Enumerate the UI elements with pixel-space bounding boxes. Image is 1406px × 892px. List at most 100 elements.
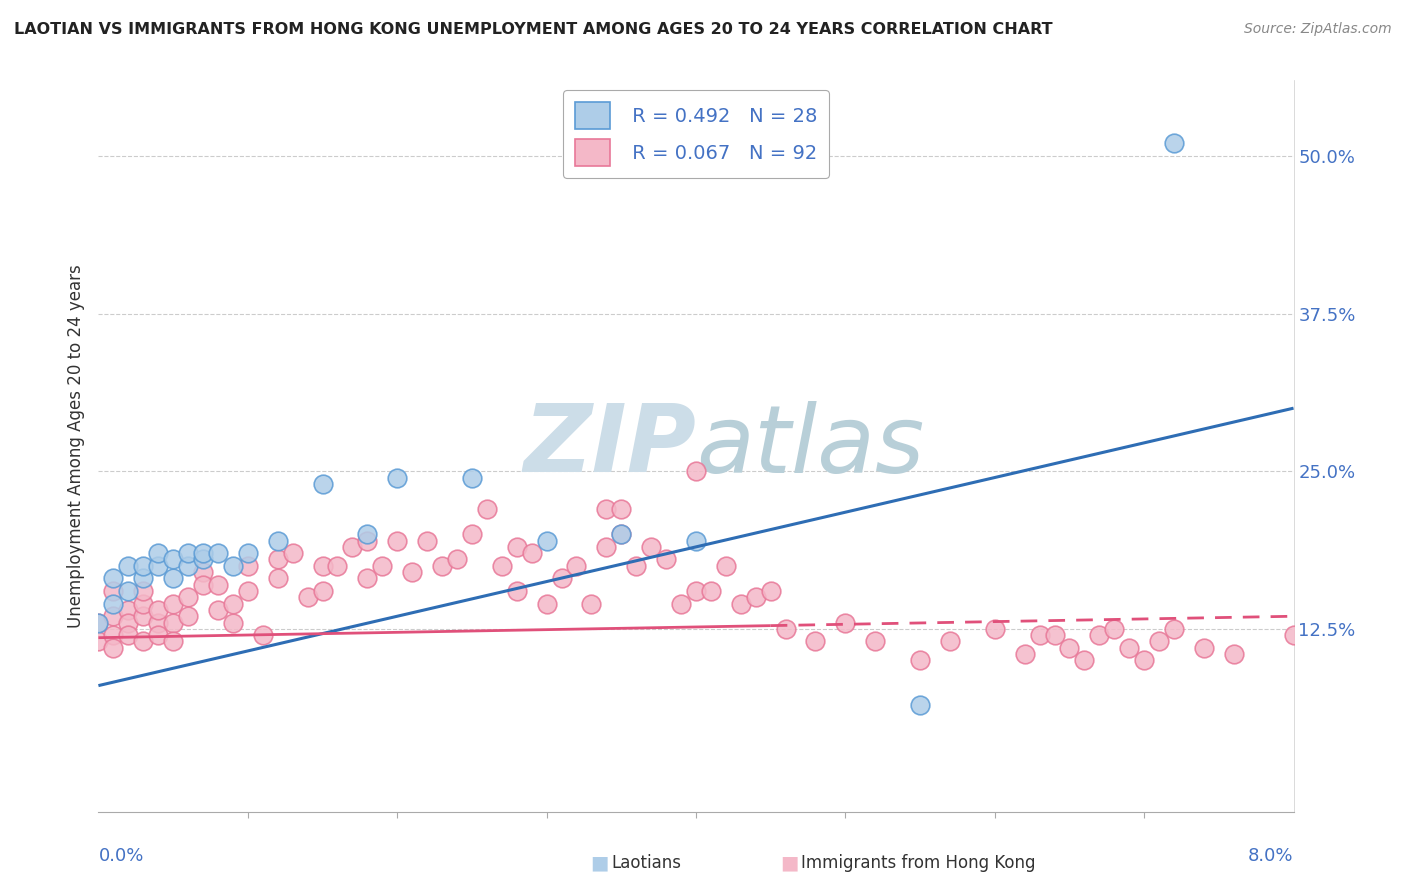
Point [177, 591, 200, 605]
Point [177, 558, 200, 573]
Point [1073, 653, 1095, 667]
Text: Laotians: Laotians [612, 855, 682, 872]
Point [1059, 640, 1081, 655]
Point [1282, 628, 1305, 642]
Point [87, 634, 110, 648]
Point [162, 597, 184, 611]
Point [595, 540, 617, 554]
Point [506, 540, 529, 554]
Point [506, 584, 529, 599]
Point [191, 552, 214, 566]
Point [1043, 628, 1066, 642]
Point [595, 502, 617, 516]
Point [356, 527, 378, 541]
Point [730, 597, 752, 611]
Point [416, 533, 439, 548]
Point [655, 552, 678, 566]
Point [117, 603, 139, 617]
Point [148, 558, 170, 573]
Point [103, 609, 125, 624]
Point [297, 591, 319, 605]
Point [461, 527, 484, 541]
Point [984, 622, 1007, 636]
Point [1014, 647, 1036, 661]
Point [385, 470, 409, 484]
Point [162, 634, 184, 648]
Point [430, 558, 453, 573]
Point [1192, 640, 1215, 655]
Point [520, 546, 543, 560]
Text: atlas: atlas [696, 401, 924, 491]
Point [342, 540, 364, 554]
Point [236, 546, 259, 560]
Point [162, 571, 184, 585]
Point [103, 640, 125, 655]
Point [865, 634, 887, 648]
Point [162, 552, 184, 566]
Point [565, 558, 588, 573]
Point [103, 628, 125, 642]
Point [1133, 653, 1156, 667]
Point [236, 558, 259, 573]
Point [1118, 640, 1140, 655]
Point [804, 634, 827, 648]
Point [536, 533, 558, 548]
Y-axis label: Unemployment Among Ages 20 to 24 years: Unemployment Among Ages 20 to 24 years [66, 264, 84, 628]
Text: 8.0%: 8.0% [1249, 847, 1294, 865]
Point [207, 578, 229, 592]
Text: Immigrants from Hong Kong: Immigrants from Hong Kong [801, 855, 1036, 872]
Point [191, 565, 214, 579]
Point [177, 546, 200, 560]
Point [1163, 136, 1185, 151]
Point [685, 584, 707, 599]
Point [401, 565, 423, 579]
Point [103, 584, 125, 599]
Point [132, 584, 155, 599]
Point [939, 634, 962, 648]
Point [132, 609, 155, 624]
Point [236, 584, 259, 599]
Point [491, 558, 513, 573]
Point [191, 578, 214, 592]
Point [550, 571, 572, 585]
Point [1147, 634, 1170, 648]
Legend:  R = 0.492   N = 28,  R = 0.067   N = 92: R = 0.492 N = 28, R = 0.067 N = 92 [564, 90, 828, 178]
Point [446, 552, 468, 566]
Point [281, 546, 304, 560]
Point [685, 464, 707, 478]
Point [311, 584, 333, 599]
Point [640, 540, 662, 554]
Point [311, 476, 333, 491]
Point [267, 533, 290, 548]
Point [148, 628, 170, 642]
Point [267, 552, 290, 566]
Point [311, 558, 333, 573]
Point [326, 558, 349, 573]
Point [117, 584, 139, 599]
Point [356, 533, 378, 548]
Point [207, 603, 229, 617]
Point [1104, 622, 1126, 636]
Point [132, 558, 155, 573]
Point [177, 609, 200, 624]
Point [222, 558, 245, 573]
Point [103, 597, 125, 611]
Point [908, 653, 931, 667]
Point [685, 533, 707, 548]
Point [117, 558, 139, 573]
Point [1223, 647, 1246, 661]
Point [745, 591, 768, 605]
Text: 0.0%: 0.0% [98, 847, 143, 865]
Text: ■: ■ [591, 854, 609, 872]
Point [834, 615, 856, 630]
Point [759, 584, 782, 599]
Text: ■: ■ [780, 854, 799, 872]
Point [1088, 628, 1111, 642]
Point [610, 502, 633, 516]
Point [117, 628, 139, 642]
Point [775, 622, 797, 636]
Point [700, 584, 723, 599]
Point [162, 615, 184, 630]
Point [371, 558, 394, 573]
Point [132, 634, 155, 648]
